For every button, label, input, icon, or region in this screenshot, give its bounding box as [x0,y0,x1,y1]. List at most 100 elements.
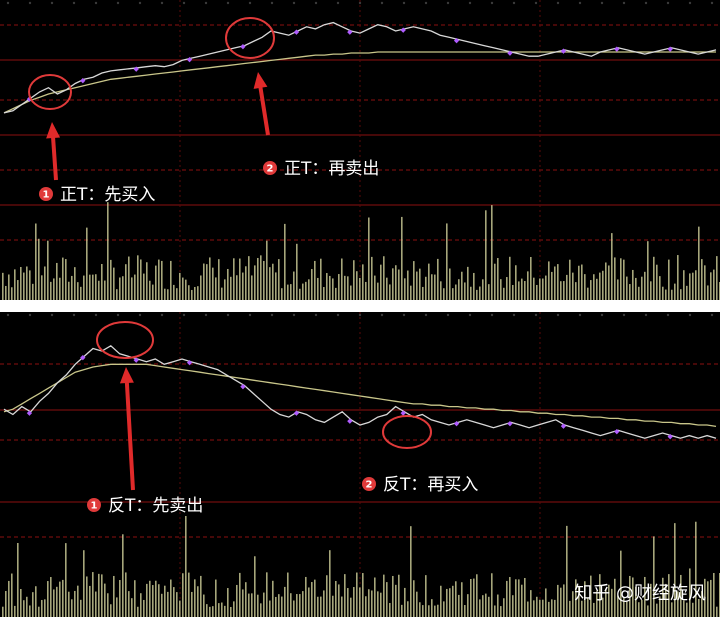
volume-bar [374,577,376,617]
volume-bar [332,595,334,617]
volume-bar [215,579,217,617]
volume-bar [98,280,100,300]
volume-bar [269,267,271,300]
volume-bar [449,588,451,617]
volume-bar [389,602,391,617]
volume-bar [467,594,469,617]
volume-bar [221,287,223,300]
annotation-badge [39,187,53,201]
volume-bar [647,241,649,300]
volume-bar [506,580,508,617]
volume-bar [623,598,625,617]
volume-bar [140,593,142,617]
volume-bar [623,259,625,300]
volume-bar [452,585,454,617]
volume-bar [485,210,487,300]
volume-bar [425,575,427,617]
volume-bar [524,577,526,617]
marker-dot [6,1,10,5]
marker-dot [28,313,32,317]
signal-marker: ◆ [454,419,460,427]
volume-bar [53,589,55,617]
volume-bar [515,265,517,300]
volume-bar [380,592,382,617]
volume-bar [305,576,307,617]
volume-bar [344,574,346,617]
volume-bar [680,574,682,617]
volume-bar [29,605,31,617]
volume-bar [275,272,277,300]
volume-bar [278,594,280,617]
annotation-label: 正T：先买入 [60,185,155,205]
signal-marker: ◆ [454,36,460,44]
volume-bar [242,589,244,617]
highlight-circle [382,415,432,449]
volume-bar [209,606,211,617]
annotation-badge [362,477,376,491]
volume-bar [356,271,358,300]
volume-bar [689,568,691,617]
price-line [3,344,717,439]
volume-bar [329,550,331,617]
chart-svg-bottom: ◆ ◆ ◆ ◆ ◆ ◆ ◆ ◆ ◆ ◆ ◆ ◆ ◆ 1 反T：先卖出 2 反T：再买入 [0,312,720,617]
volume-bar [674,283,676,300]
volume-bar [518,281,520,300]
volume-bar [281,596,283,617]
marker-dot [336,313,340,317]
signal-marker: ◆ [668,433,674,441]
marker-dot [600,313,604,317]
volume-bar [260,603,262,617]
volume-bar [317,596,319,617]
volume-bar [296,243,298,300]
volume-bar [677,591,679,617]
volume-bar [71,599,73,617]
volume-bar [107,593,109,617]
volume-bar [539,278,541,300]
volume-bar [299,594,301,617]
volume-bar [149,280,151,300]
volume-bar [437,604,439,617]
marker-dot [556,313,560,317]
signal-marker: ◆ [401,409,407,417]
volume-bar [584,581,586,617]
marker-dot [182,1,186,5]
volume-bar [593,274,595,300]
volume-bar [494,605,496,617]
volume-bar [536,596,538,617]
volume-bar [434,274,436,300]
volume-bar [92,274,94,300]
volume-bar [119,277,121,300]
volume-bar [320,258,322,300]
marker-dot [490,313,494,317]
volume-bar [695,270,697,300]
volume-bar [293,271,295,300]
signal-marker: ◆ [27,409,33,417]
volume-bar [509,256,511,300]
volume-bar [407,270,409,300]
volume-bar [398,574,400,617]
volume-bar [239,258,241,300]
volume-bar [89,585,91,617]
volume-bar [215,277,217,300]
volume-bar [77,282,79,300]
volume-bar [32,283,34,300]
volume-bar [167,591,169,617]
marker-dot [622,1,626,5]
volume-bar [467,266,469,300]
volume-bar [311,582,313,617]
volume-bar [584,274,586,300]
volume-bar [455,284,457,300]
volume-bar [116,597,118,617]
volume-bar [218,259,220,300]
marker-dot [622,313,626,317]
marker-dot [688,313,692,317]
volume-bar [533,277,535,300]
volume-bar [443,288,445,300]
marker-dot [50,1,54,5]
volume-bar [626,600,628,617]
volume-bar [56,262,58,300]
volume-bar [11,287,13,300]
volume-bar [533,600,535,617]
volume-bar [245,582,247,617]
volume-bar [401,216,403,300]
